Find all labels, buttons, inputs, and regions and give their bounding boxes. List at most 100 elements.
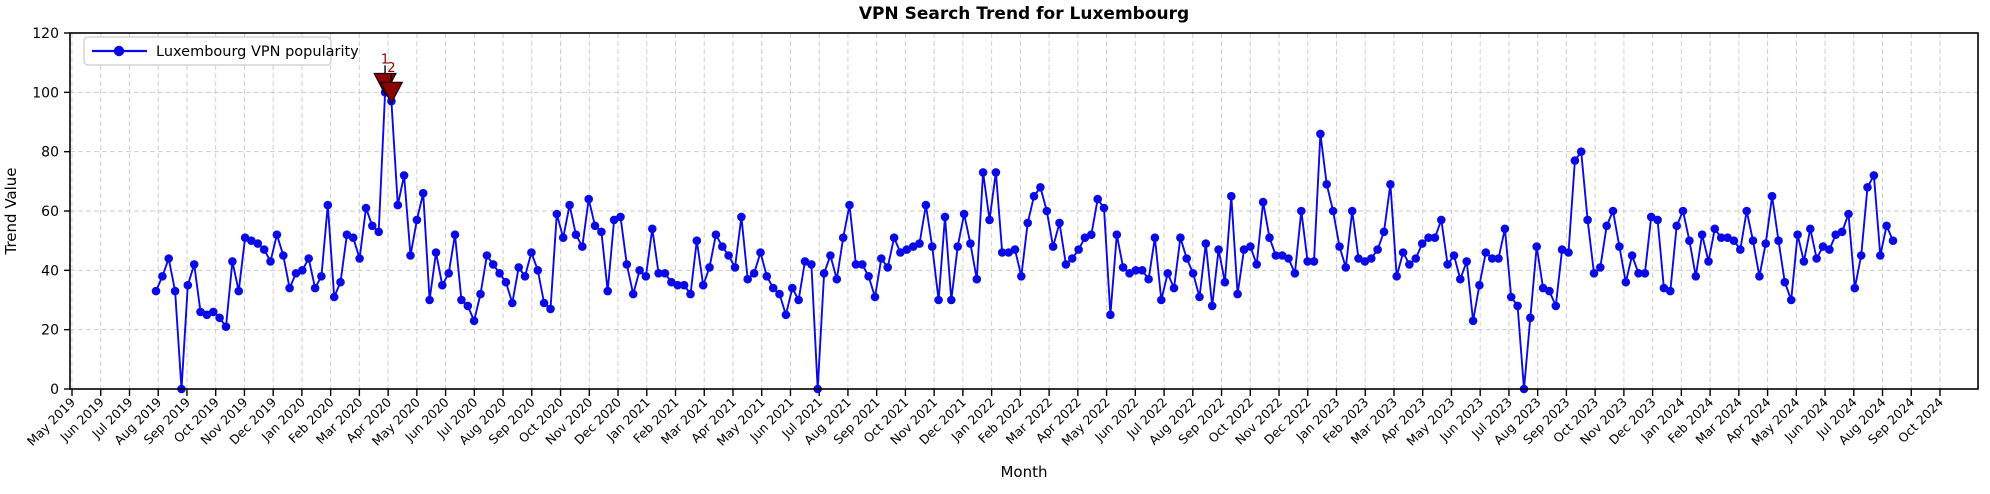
data-point xyxy=(431,248,441,257)
data-point xyxy=(1646,212,1656,222)
data-point xyxy=(1430,233,1440,242)
data-point xyxy=(679,280,689,290)
data-point xyxy=(1328,206,1338,216)
y-tick-label: 40 xyxy=(41,263,59,279)
data-point xyxy=(1087,230,1096,239)
data-point xyxy=(1596,263,1605,272)
data-point xyxy=(1099,203,1109,213)
data-point xyxy=(1354,254,1363,263)
data-point xyxy=(1309,257,1319,266)
data-point xyxy=(743,274,752,284)
data-point xyxy=(947,295,956,305)
data-point xyxy=(1239,245,1249,254)
data-point xyxy=(1564,248,1573,257)
data-point xyxy=(1284,254,1293,263)
data-point xyxy=(959,209,969,219)
data-point xyxy=(355,254,364,263)
data-point xyxy=(1163,269,1172,278)
data-point xyxy=(1297,206,1306,216)
data-point xyxy=(444,269,454,278)
data-point xyxy=(756,248,765,257)
data-point xyxy=(399,171,409,180)
legend: Luxembourg VPN popularity xyxy=(83,36,359,66)
data-point xyxy=(1513,301,1522,311)
data-point xyxy=(374,227,384,237)
data-point xyxy=(1131,266,1141,275)
data-point xyxy=(298,266,307,275)
data-point xyxy=(934,295,943,305)
data-point xyxy=(450,230,460,239)
data-point xyxy=(1856,251,1866,260)
data-point xyxy=(603,286,612,296)
data-point xyxy=(514,263,523,272)
data-point xyxy=(896,248,905,257)
data-point xyxy=(978,168,988,177)
data-point xyxy=(1150,233,1160,242)
chart-title: VPN Search Trend for Luxembourg xyxy=(859,4,1189,24)
y-tick-label: 120 xyxy=(32,26,59,42)
data-point xyxy=(170,286,180,296)
data-point xyxy=(1882,221,1891,231)
data-point xyxy=(1207,301,1217,311)
data-point xyxy=(1118,263,1128,272)
data-point xyxy=(1691,272,1701,281)
data-point xyxy=(495,269,504,278)
data-point xyxy=(476,289,485,299)
data-point xyxy=(304,254,314,263)
data-point xyxy=(438,280,447,290)
data-point xyxy=(1023,218,1032,228)
x-axis-label: Month xyxy=(1000,463,1047,481)
data-point xyxy=(1736,245,1745,254)
data-point xyxy=(1367,254,1376,263)
data-point xyxy=(1341,263,1351,272)
data-point xyxy=(348,233,358,242)
data-point xyxy=(463,301,473,311)
data-point xyxy=(877,254,886,263)
data-point xyxy=(1602,221,1611,231)
data-point xyxy=(1335,242,1344,251)
data-point xyxy=(1876,251,1885,260)
data-point xyxy=(654,269,663,278)
plot-border xyxy=(69,32,1979,390)
data-point xyxy=(418,188,428,198)
data-point xyxy=(272,230,282,239)
data-point xyxy=(1182,254,1191,263)
data-point xyxy=(1347,206,1357,216)
data-point xyxy=(228,257,237,266)
data-point xyxy=(1589,269,1599,278)
data-point xyxy=(1634,269,1643,278)
data-point xyxy=(1201,239,1211,248)
data-point xyxy=(1532,242,1541,251)
data-point xyxy=(858,260,867,269)
y-axis-label: Trend Value xyxy=(2,167,20,255)
data-point xyxy=(730,263,740,272)
data-point xyxy=(1195,292,1204,302)
y-tick-label: 100 xyxy=(32,85,59,101)
data-point xyxy=(571,230,581,239)
data-point xyxy=(1812,254,1821,263)
data-point xyxy=(565,200,574,210)
data-point xyxy=(1786,295,1796,305)
data-point xyxy=(1246,242,1255,251)
data-point xyxy=(902,245,912,254)
data-point xyxy=(482,251,492,260)
data-point xyxy=(1316,129,1325,139)
legend-box xyxy=(83,36,332,66)
data-point xyxy=(469,316,479,326)
data-point xyxy=(1844,209,1853,219)
data-point xyxy=(234,286,243,296)
data-point xyxy=(991,168,1001,177)
data-point xyxy=(1067,254,1077,263)
data-point xyxy=(781,310,791,320)
data-point xyxy=(1615,242,1624,251)
data-point xyxy=(1468,316,1478,326)
data-point xyxy=(1392,272,1401,281)
data-point xyxy=(323,200,333,210)
data-point xyxy=(749,269,759,278)
data-point xyxy=(1767,191,1777,201)
data-point xyxy=(578,242,587,251)
data-point xyxy=(622,260,632,269)
data-point xyxy=(196,307,205,317)
data-point xyxy=(1729,236,1739,245)
data-point xyxy=(1188,269,1198,278)
